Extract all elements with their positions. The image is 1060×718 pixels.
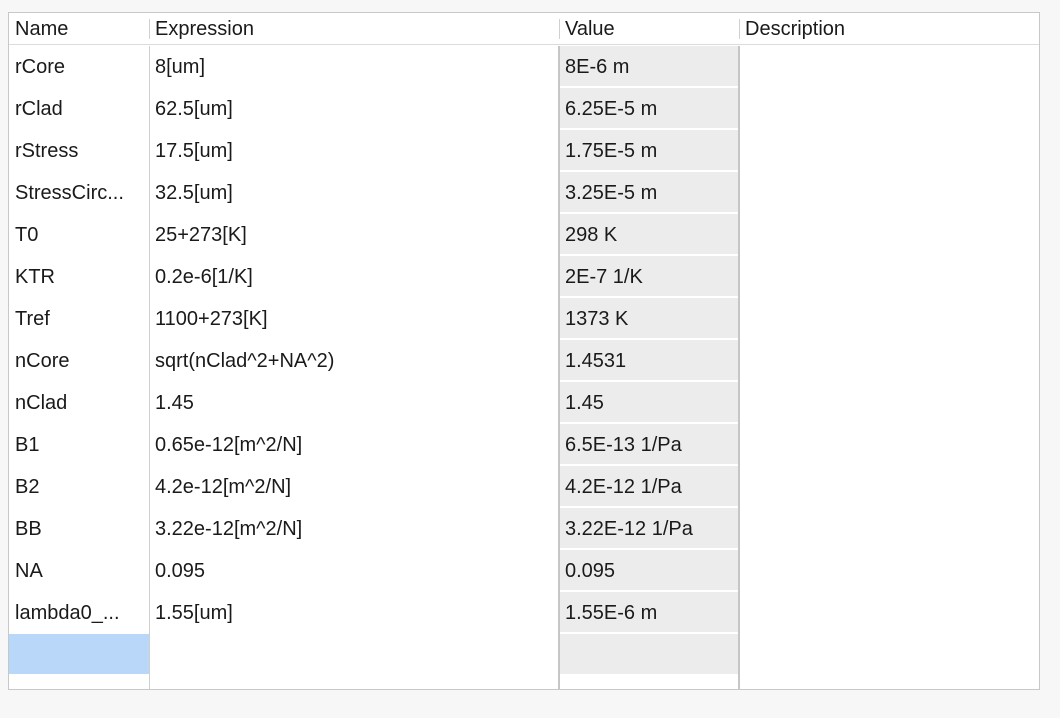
- table-row[interactable]: rCore 8[um] 8E-6 m: [9, 46, 1039, 88]
- value-cell: 3.22E-12 1/Pa: [559, 508, 739, 550]
- expression-cell[interactable]: 32.5[um]: [155, 182, 233, 204]
- expression-cell[interactable]: 1.45: [155, 392, 194, 414]
- table-row-new[interactable]: [9, 634, 1039, 676]
- table-row[interactable]: lambda0_... 1.55[um] 1.55E-6 m: [9, 592, 1039, 634]
- value-cell: 3.25E-5 m: [559, 172, 739, 214]
- description-cell[interactable]: [739, 340, 1039, 382]
- name-cell[interactable]: Tref: [15, 308, 50, 330]
- name-cell[interactable]: B1: [15, 434, 40, 456]
- name-cell[interactable]: NA: [15, 560, 43, 582]
- expression-cell[interactable]: sqrt(nClad^2+NA^2): [155, 350, 335, 372]
- description-cell[interactable]: [739, 256, 1039, 298]
- value-cell: 2E-7 1/K: [559, 256, 739, 298]
- description-cell[interactable]: [739, 214, 1039, 256]
- value-cell: 1373 K: [559, 298, 739, 340]
- description-cell[interactable]: [739, 466, 1039, 508]
- expression-cell[interactable]: 0.65e-12[m^2/N]: [155, 434, 303, 456]
- table-body: rCore 8[um] 8E-6 m rClad 62.5[um] 6.25E-5 m rS…: [9, 46, 1039, 676]
- name-cell[interactable]: [9, 634, 149, 674]
- table-row[interactable]: rStress 17.5[um] 1.75E-5 m: [9, 130, 1039, 172]
- column-divider[interactable]: [149, 19, 150, 39]
- expression-cell[interactable]: 8[um]: [155, 56, 206, 78]
- expression-cell[interactable]: 62.5[um]: [155, 98, 233, 120]
- name-cell[interactable]: rStress: [15, 140, 79, 162]
- description-cell[interactable]: [739, 634, 1039, 676]
- table-row[interactable]: nCore sqrt(nClad^2+NA^2) 1.4531: [9, 340, 1039, 382]
- value-cell: 8E-6 m: [559, 46, 739, 88]
- name-cell[interactable]: T0: [15, 224, 39, 246]
- name-cell[interactable]: B2: [15, 476, 40, 498]
- value-cell: 298 K: [559, 214, 739, 256]
- value-cell: 4.2E-12 1/Pa: [559, 466, 739, 508]
- table-header: Name Expression Value Description: [9, 13, 1039, 45]
- name-cell[interactable]: BB: [15, 518, 42, 540]
- expression-cell[interactable]: 3.22e-12[m^2/N]: [155, 518, 303, 540]
- column-divider-line: [558, 46, 560, 689]
- value-cell: 6.25E-5 m: [559, 88, 739, 130]
- column-divider-line: [738, 46, 740, 689]
- description-cell[interactable]: [739, 592, 1039, 634]
- name-cell[interactable]: rCore: [15, 56, 66, 78]
- description-cell[interactable]: [739, 172, 1039, 214]
- value-cell: 1.45: [559, 382, 739, 424]
- table-row[interactable]: T0 25+273[K] 298 K: [9, 214, 1039, 256]
- column-divider[interactable]: [559, 19, 560, 39]
- expression-cell[interactable]: 17.5[um]: [155, 140, 233, 162]
- table-row[interactable]: nClad 1.45 1.45: [9, 382, 1039, 424]
- description-cell[interactable]: [739, 382, 1039, 424]
- name-cell[interactable]: nClad: [15, 392, 68, 414]
- parameters-table: Name Expression Value Description rCore 8…: [8, 12, 1040, 690]
- column-header-value[interactable]: Value: [565, 18, 615, 40]
- column-header-description[interactable]: Description: [745, 18, 846, 40]
- table-row[interactable]: BB 3.22e-12[m^2/N] 3.22E-12 1/Pa: [9, 508, 1039, 550]
- expression-cell[interactable]: 0.2e-6[1/K]: [155, 266, 253, 288]
- value-cell: 1.55E-6 m: [559, 592, 739, 634]
- value-cell: [559, 634, 739, 676]
- value-cell: 1.4531: [559, 340, 739, 382]
- name-cell[interactable]: lambda0_...: [15, 602, 120, 624]
- name-cell[interactable]: KTR: [15, 266, 55, 288]
- description-cell[interactable]: [739, 298, 1039, 340]
- column-header-expression[interactable]: Expression: [155, 18, 254, 40]
- expression-cell[interactable]: 4.2e-12[m^2/N]: [155, 476, 292, 498]
- description-cell[interactable]: [739, 550, 1039, 592]
- name-cell[interactable]: rClad: [15, 98, 63, 120]
- table-row[interactable]: KTR 0.2e-6[1/K] 2E-7 1/K: [9, 256, 1039, 298]
- name-cell[interactable]: StressCirc...: [15, 182, 124, 204]
- table-row[interactable]: rClad 62.5[um] 6.25E-5 m: [9, 88, 1039, 130]
- column-divider[interactable]: [739, 19, 740, 39]
- table-row[interactable]: NA 0.095 0.095: [9, 550, 1039, 592]
- table-row[interactable]: Tref 1100+273[K] 1373 K: [9, 298, 1039, 340]
- column-header-name[interactable]: Name: [15, 18, 69, 40]
- name-cell[interactable]: nCore: [15, 350, 70, 372]
- table-row[interactable]: StressCirc... 32.5[um] 3.25E-5 m: [9, 172, 1039, 214]
- description-cell[interactable]: [739, 130, 1039, 172]
- table-row[interactable]: B2 4.2e-12[m^2/N] 4.2E-12 1/Pa: [9, 466, 1039, 508]
- table-row[interactable]: B1 0.65e-12[m^2/N] 6.5E-13 1/Pa: [9, 424, 1039, 466]
- expression-cell[interactable]: 0.095: [155, 560, 206, 582]
- value-cell: 0.095: [559, 550, 739, 592]
- value-cell: 6.5E-13 1/Pa: [559, 424, 739, 466]
- description-cell[interactable]: [739, 88, 1039, 130]
- description-cell[interactable]: [739, 508, 1039, 550]
- description-cell[interactable]: [739, 46, 1039, 88]
- expression-cell[interactable]: 25+273[K]: [155, 224, 247, 246]
- column-divider-line: [149, 46, 150, 689]
- description-cell[interactable]: [739, 424, 1039, 466]
- expression-cell[interactable]: [149, 634, 559, 676]
- value-cell: 1.75E-5 m: [559, 130, 739, 172]
- expression-cell[interactable]: 1100+273[K]: [155, 308, 268, 330]
- expression-cell[interactable]: 1.55[um]: [155, 602, 233, 624]
